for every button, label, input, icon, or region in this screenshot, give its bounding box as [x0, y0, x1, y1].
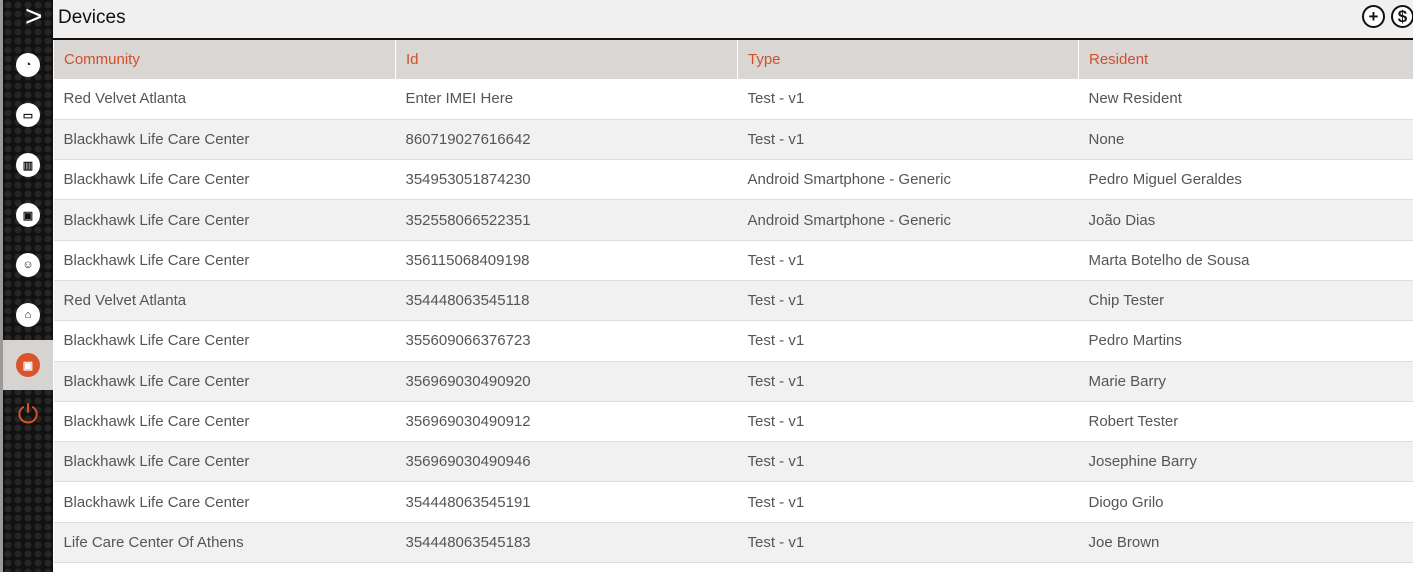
- cell-resident: Josephine Barry: [1078, 441, 1413, 483]
- cell-id: 356969030490920: [395, 361, 738, 402]
- table-row[interactable]: Blackhawk Life Care Center 86071902761664…: [53, 119, 1413, 161]
- cell-type: Test - v1: [737, 280, 1079, 322]
- table-row[interactable]: Blackhawk Life Care Center 35560906637672…: [53, 320, 1413, 362]
- cell-resident: Robert Tester: [1078, 401, 1413, 443]
- cell-resident: None: [1078, 119, 1413, 161]
- cell-community: Blackhawk Life Care Center: [53, 361, 396, 402]
- column-header-community[interactable]: Community: [53, 40, 396, 79]
- cell-community: Blackhawk Life Care Center: [53, 199, 396, 241]
- cell-resident: Marta Botelho de Sousa: [1078, 240, 1413, 281]
- cell-community: Red Velvet Atlanta: [53, 280, 396, 322]
- cell-id: 354953051874230: [395, 159, 738, 201]
- sidebar-item-logout[interactable]: ⏻: [3, 390, 53, 440]
- cell-id: 356969030490912: [395, 401, 738, 443]
- devices-table: Community Id Type Resident Red Velvet Atlan…: [53, 40, 1413, 564]
- cell-type: Test - v1: [737, 481, 1079, 523]
- table-row[interactable]: Blackhawk Life Care Center 35495305187423…: [53, 159, 1413, 201]
- sidebar: > ◔ ▭ ▥ ▣ ☺ ⌂ ▣ ⏻: [3, 0, 53, 572]
- cell-id: 354448063545118: [395, 280, 738, 322]
- cell-resident: João Dias: [1078, 199, 1413, 241]
- table-row[interactable]: Blackhawk Life Care Center 35696903049094…: [53, 441, 1413, 483]
- person-icon: ☺: [16, 253, 40, 277]
- cell-id: 860719027616642: [395, 119, 738, 161]
- sidebar-item-residents[interactable]: ☺: [3, 240, 53, 290]
- cell-resident: Pedro Miguel Geraldes: [1078, 159, 1413, 201]
- cell-community: Blackhawk Life Care Center: [53, 240, 396, 281]
- cell-type: Test - v1: [737, 240, 1079, 281]
- cell-community: Red Velvet Atlanta: [53, 79, 396, 120]
- cell-id: 354448063545183: [395, 522, 738, 564]
- sidebar-item-briefcase[interactable]: ▭: [3, 90, 53, 140]
- cell-type: Test - v1: [737, 119, 1079, 161]
- page-header: Devices + $: [53, 0, 1413, 40]
- cell-id: 356969030490946: [395, 441, 738, 483]
- device-icon: ▣: [16, 203, 40, 227]
- cell-type: Test - v1: [737, 79, 1079, 120]
- cell-id: 355609066376723: [395, 320, 738, 362]
- table-row[interactable]: Blackhawk Life Care Center 35611506840919…: [53, 240, 1413, 281]
- device-icon: ▣: [16, 353, 40, 377]
- sidebar-item-devices[interactable]: ▣: [3, 190, 53, 240]
- plus-circle-icon[interactable]: +: [1362, 5, 1385, 28]
- cell-resident: Pedro Martins: [1078, 320, 1413, 362]
- cell-type: Test - v1: [737, 522, 1079, 564]
- cell-community: Blackhawk Life Care Center: [53, 401, 396, 443]
- cell-resident: Marie Barry: [1078, 361, 1413, 402]
- cell-community: Blackhawk Life Care Center: [53, 320, 396, 362]
- column-header-type[interactable]: Type: [737, 40, 1079, 79]
- cell-type: Test - v1: [737, 361, 1079, 402]
- cell-id: Enter IMEI Here: [395, 79, 738, 120]
- sidebar-item-dashboard[interactable]: ◔: [3, 40, 53, 90]
- cell-id: 354448063545191: [395, 481, 738, 523]
- sidebar-item-furniture[interactable]: ⌂: [3, 290, 53, 340]
- cell-id: 352558066522351: [395, 199, 738, 241]
- cell-type: Test - v1: [737, 441, 1079, 483]
- table-row[interactable]: Red Velvet Atlanta 354448063545118 Test - …: [53, 280, 1413, 322]
- expand-chevron-icon[interactable]: >: [25, 0, 43, 33]
- table-row[interactable]: Red Velvet Atlanta Enter IMEI Here Test - …: [53, 79, 1413, 120]
- cell-type: Test - v1: [737, 320, 1079, 362]
- table-row[interactable]: Blackhawk Life Care Center 35696903049092…: [53, 361, 1413, 402]
- cell-community: Blackhawk Life Care Center: [53, 441, 396, 483]
- dollar-circle-icon[interactable]: $: [1391, 5, 1413, 28]
- table-row[interactable]: Blackhawk Life Care Center 35255806652235…: [53, 199, 1413, 241]
- page-title: Devices: [58, 7, 126, 28]
- cell-community: Blackhawk Life Care Center: [53, 119, 396, 161]
- sidebar-item-devices-active[interactable]: ▣: [3, 340, 53, 390]
- gauge-icon: ◔: [16, 53, 40, 77]
- couch-icon: ⌂: [16, 303, 40, 327]
- sidebar-item-buildings[interactable]: ▥: [3, 140, 53, 190]
- cell-community: Blackhawk Life Care Center: [53, 481, 396, 523]
- cell-resident: Joe Brown: [1078, 522, 1413, 564]
- column-header-id[interactable]: Id: [395, 40, 738, 79]
- cell-resident: Diogo Grilo: [1078, 481, 1413, 523]
- cell-resident: New Resident: [1078, 79, 1413, 120]
- cell-id: 356115068409198: [395, 240, 738, 281]
- cell-type: Android Smartphone - Generic: [737, 199, 1079, 241]
- table-row[interactable]: Blackhawk Life Care Center 35696903049091…: [53, 401, 1413, 443]
- table-row[interactable]: Blackhawk Life Care Center 35444806354519…: [53, 481, 1413, 523]
- briefcase-icon: ▭: [16, 103, 40, 127]
- window-edge: [0, 0, 3, 572]
- power-icon: ⏻: [17, 399, 39, 429]
- cell-type: Test - v1: [737, 401, 1079, 443]
- cell-community: Life Care Center Of Athens: [53, 522, 396, 564]
- table-row[interactable]: Life Care Center Of Athens 35444806354518…: [53, 522, 1413, 564]
- cell-type: Android Smartphone - Generic: [737, 159, 1079, 201]
- column-header-resident[interactable]: Resident: [1078, 40, 1413, 79]
- building-icon: ▥: [16, 153, 40, 177]
- cell-community: Blackhawk Life Care Center: [53, 159, 396, 201]
- cell-resident: Chip Tester: [1078, 280, 1413, 322]
